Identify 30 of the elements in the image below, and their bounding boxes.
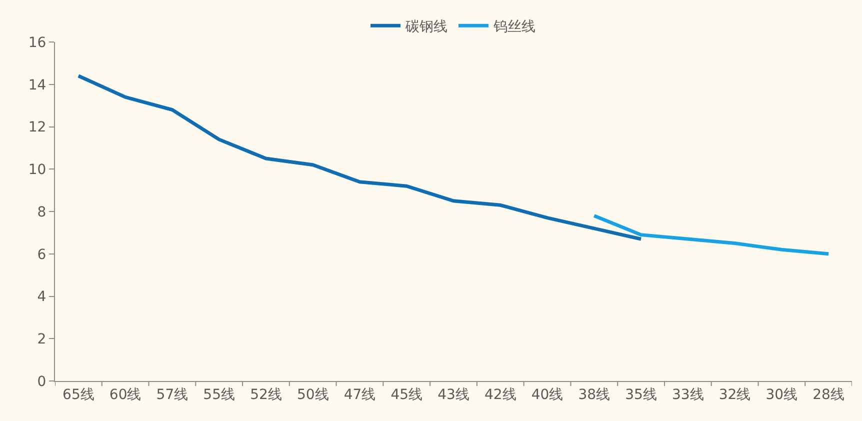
- y-tick-label: 10: [28, 162, 46, 178]
- x-tick-label: 52线: [250, 386, 282, 403]
- y-tick-label: 12: [28, 120, 46, 136]
- line-series: [76, 74, 643, 241]
- x-tick-label: 42线: [484, 386, 516, 403]
- y-tick-label: 2: [37, 332, 46, 348]
- x-tick-label: 38线: [578, 386, 610, 403]
- x-tick-label: 65线: [62, 386, 94, 403]
- y-tick-label: 8: [37, 204, 46, 220]
- x-tick-label: 47线: [344, 386, 376, 403]
- x-tick-label: 60线: [109, 386, 142, 403]
- x-tick-label: 55线: [203, 386, 236, 403]
- x-tick-label: 30线: [766, 386, 798, 403]
- y-tick-label: 0: [37, 374, 46, 390]
- y-tick-label: 16: [28, 34, 46, 51]
- legend-label: 碳钢线: [404, 19, 448, 36]
- y-tick-label: 14: [28, 77, 46, 94]
- x-tick-label: 32线: [718, 386, 751, 403]
- legend-label: 钨丝线: [492, 19, 536, 36]
- y-tick-label: 6: [37, 246, 46, 263]
- x-tick-label: 35线: [625, 386, 657, 403]
- x-tick-label: 43线: [438, 386, 470, 403]
- x-tick-label: 45线: [390, 386, 423, 403]
- x-tick-label: 50线: [296, 386, 329, 403]
- x-tick-label: 33线: [672, 386, 704, 403]
- x-tick-label: 40线: [531, 386, 564, 403]
- line-series: [592, 214, 830, 256]
- x-tick-label: 28线: [812, 386, 844, 403]
- y-tick-label: 4: [37, 289, 46, 306]
- x-tick-label: 57线: [156, 386, 188, 403]
